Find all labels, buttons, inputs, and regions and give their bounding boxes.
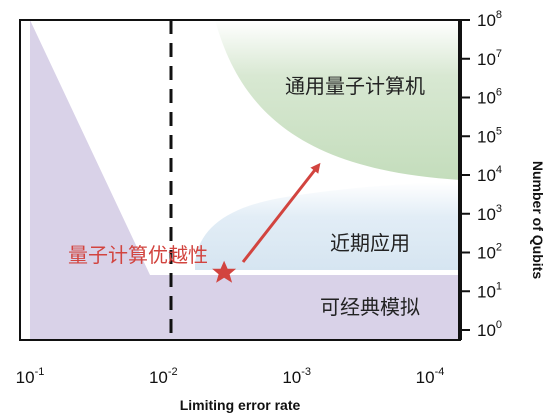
y-tick-label: 108 — [477, 9, 502, 30]
x-tick-label: 10-2 — [149, 366, 178, 387]
y-tick-label: 105 — [477, 125, 502, 146]
marker-label: 量子计算优越性 — [68, 243, 208, 267]
plot-regions — [30, 20, 460, 340]
y-tick-label: 102 — [477, 242, 502, 263]
x-axis-title: Limiting error rate — [180, 397, 301, 413]
y-axis-title: Number of Qubits — [530, 161, 546, 279]
region-classically-simulable — [30, 20, 460, 340]
x-tick-label: 10-4 — [416, 366, 445, 387]
x-tick-label: 10-3 — [282, 366, 311, 387]
y-tick-label: 107 — [477, 48, 502, 69]
y-tick-label: 100 — [477, 319, 502, 340]
region-label-classical: 可经典模拟 — [320, 295, 420, 319]
star-marker — [212, 260, 237, 283]
x-tick-label: 10-1 — [16, 366, 45, 387]
y-tick-label: 106 — [477, 87, 502, 108]
x-ticks: 10-1 10-2 10-3 10-4 — [16, 366, 445, 387]
region-universal-quantum-computer — [215, 20, 460, 180]
region-near-term-applications — [195, 182, 460, 270]
region-label-near-term: 近期应用 — [330, 231, 410, 255]
y-tick-label: 103 — [477, 203, 502, 224]
y-ticks: 100 101 102 103 104 105 106 107 108 — [460, 9, 502, 340]
y-tick-label: 101 — [477, 280, 502, 301]
arrow — [241, 162, 321, 263]
region-label-universal: 通用量子计算机 — [285, 74, 425, 98]
y-tick-label: 104 — [477, 164, 502, 185]
